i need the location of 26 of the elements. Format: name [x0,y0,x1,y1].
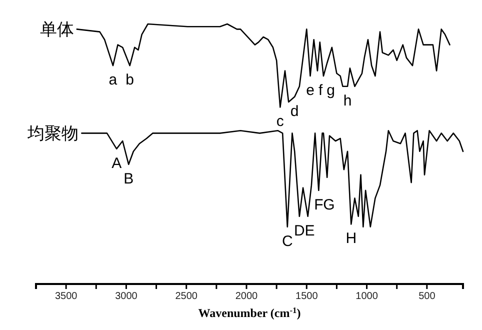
x-tick-label: 1000 [356,291,378,302]
annotation: E [304,222,315,240]
annotation: b [126,72,134,89]
series-label: 均聚物 [26,124,79,144]
annotation: e [306,82,314,99]
x-tick-label: 2500 [175,291,198,302]
annotation: D [294,222,305,240]
annotation: d [290,102,299,120]
x-tick-label: 3000 [115,291,138,302]
annotation: B [124,170,134,188]
series-label: 单体 [40,20,74,40]
annotation: H [346,230,357,248]
annotation: C [282,232,293,250]
annotation: c [276,113,284,130]
x-tick-label: 1500 [296,291,318,302]
annotation: F [314,196,324,214]
annotation: g [326,82,336,99]
annotation: G [323,196,335,214]
x-axis-title: Wavenumber (cm$^{-1}$) [198,306,301,320]
x-tick-label: 500 [418,291,436,302]
annotation: a [108,72,118,89]
x-tick-label: 3500 [54,291,78,302]
annotation: A [112,154,122,172]
annotation: h [343,92,352,110]
annotation: f [318,82,324,99]
x-tick-label: 2000 [235,291,258,302]
